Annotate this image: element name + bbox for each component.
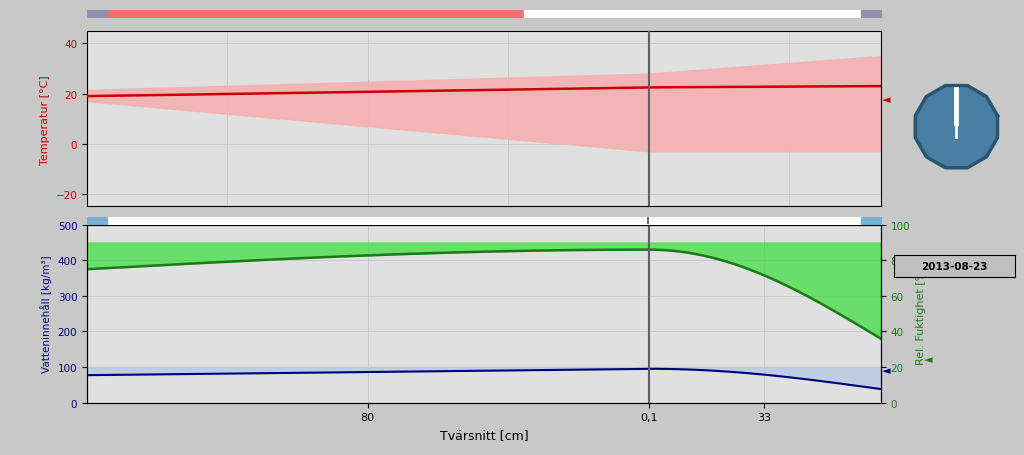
Y-axis label: Temperatur [°C]: Temperatur [°C] (40, 75, 50, 164)
Text: 2013-08-23: 2013-08-23 (922, 262, 987, 272)
Polygon shape (915, 86, 997, 168)
Text: ◄: ◄ (883, 365, 891, 375)
Text: ◄: ◄ (925, 354, 933, 364)
Text: ◄: ◄ (883, 95, 891, 105)
X-axis label: Tvärsnitt [cm]: Tvärsnitt [cm] (439, 428, 528, 441)
Y-axis label: Rel. Fuktighet [%]: Rel. Fuktighet [%] (915, 264, 926, 364)
Y-axis label: Vatteninnehåll [kg/m³]: Vatteninnehåll [kg/m³] (40, 255, 52, 373)
